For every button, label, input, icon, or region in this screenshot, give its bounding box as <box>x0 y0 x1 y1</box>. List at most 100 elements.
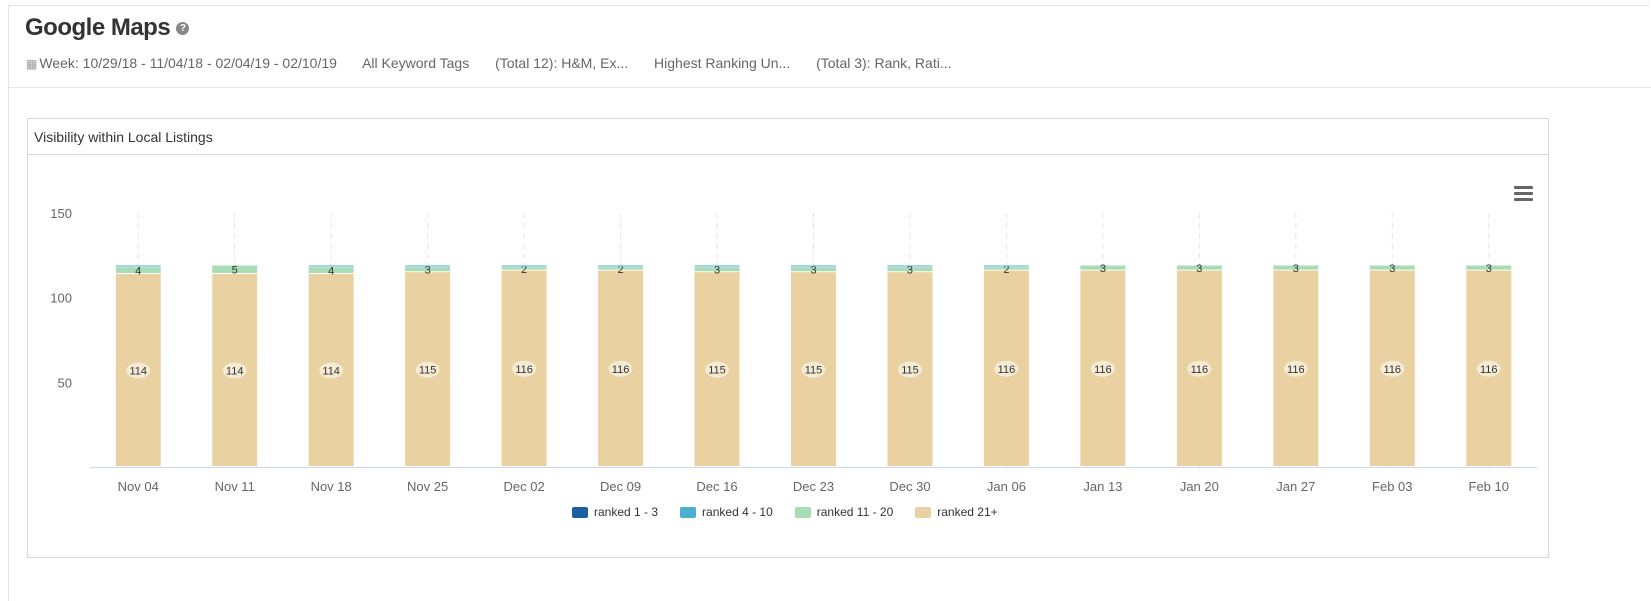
data-label: 116 <box>998 364 1016 376</box>
x-tick-label: Feb 03 <box>1372 479 1412 494</box>
data-label: 3 <box>1196 263 1202 275</box>
divider <box>8 87 1651 88</box>
bar-segment <box>791 265 836 267</box>
data-label: 116 <box>1384 364 1402 376</box>
data-label: 116 <box>1094 364 1112 376</box>
legend-label: ranked 21+ <box>937 505 998 519</box>
x-tick-label: Nov 11 <box>215 479 255 494</box>
data-label: 114 <box>226 365 244 377</box>
data-label: 116 <box>1287 364 1305 376</box>
bar-segment <box>212 265 258 273</box>
x-tick-label: Jan 20 <box>1180 479 1219 494</box>
data-label: 116 <box>1191 364 1209 376</box>
data-label-bg <box>512 360 537 377</box>
x-tick-label: Dec 02 <box>503 479 544 494</box>
x-tick-label: Dec 30 <box>889 479 930 494</box>
bar-segment <box>405 267 451 272</box>
week-filter[interactable]: Week: 10/29/18 - 11/04/18 - 02/04/19 - 0… <box>39 55 337 71</box>
data-label: 3 <box>810 265 816 277</box>
bar-segment <box>405 265 451 267</box>
x-tick-label: Nov 04 <box>118 479 159 494</box>
data-label: 116 <box>515 364 533 376</box>
page-title: Google Maps? <box>25 14 190 42</box>
total-tags-filter[interactable]: (Total 12): H&M, Ex... <box>495 55 629 71</box>
data-label: 4 <box>135 266 141 278</box>
chart-panel: Visibility within Local Listings <box>27 118 1549 558</box>
bar-segment <box>308 265 354 267</box>
total-rank-filter[interactable]: (Total 3): Rank, Rati... <box>816 55 952 71</box>
data-label: 2 <box>521 264 527 276</box>
bar-segment <box>308 267 354 273</box>
bar-segment <box>694 265 740 267</box>
keyword-tags-filter[interactable]: All Keyword Tags <box>362 55 470 71</box>
page-title-text: Google Maps <box>25 14 171 41</box>
bar-segment <box>1080 265 1126 270</box>
legend-item[interactable]: ranked 11 - 20 <box>794 505 894 519</box>
data-label: 3 <box>1389 263 1395 275</box>
legend-swatch <box>915 506 932 518</box>
data-label-bg <box>1380 360 1405 377</box>
data-label-bg <box>126 362 151 379</box>
data-label-bg <box>705 361 730 378</box>
bar-segment <box>1369 265 1415 270</box>
data-label: 3 <box>907 265 913 277</box>
data-label-bg <box>897 361 922 378</box>
question-circle-icon[interactable]: ? <box>176 22 190 36</box>
bar-segment <box>694 267 740 272</box>
legend-swatch <box>794 506 811 518</box>
calendar-icon: ▦ <box>26 57 38 71</box>
legend-swatch <box>572 506 588 518</box>
bar-segment <box>115 265 161 267</box>
data-label: 115 <box>805 365 823 377</box>
data-label: 3 <box>1486 263 1492 275</box>
y-tick-label: 150 <box>50 206 72 221</box>
x-tick-label: Dec 16 <box>696 479 737 494</box>
bar-segment <box>1466 265 1512 270</box>
ranking-filter[interactable]: Highest Ranking Un... <box>654 55 791 71</box>
data-label: 3 <box>714 265 720 277</box>
data-label: 3 <box>1293 263 1299 275</box>
bar-segment <box>983 267 1029 270</box>
data-label: 116 <box>612 364 630 376</box>
page-frame <box>8 5 1649 601</box>
data-label: 115 <box>708 365 726 377</box>
hamburger-menu-icon[interactable] <box>1514 186 1533 204</box>
bar-segment <box>598 267 644 270</box>
legend-item[interactable]: ranked 21+ <box>915 505 998 519</box>
bar-segment <box>983 265 1029 267</box>
x-tick-label: Jan 13 <box>1083 479 1122 494</box>
data-label-bg <box>994 360 1019 377</box>
bar-segment <box>501 265 547 267</box>
data-label: 116 <box>1480 364 1498 376</box>
bar-segment <box>1176 265 1222 270</box>
bar-segment <box>115 267 161 273</box>
data-label: 115 <box>419 365 437 377</box>
data-label: 4 <box>328 266 334 278</box>
y-tick-label: 100 <box>50 291 72 306</box>
data-label: 5 <box>232 265 238 277</box>
data-label-bg <box>319 362 344 379</box>
data-label-bg <box>1476 360 1501 377</box>
bar-segment <box>887 265 933 267</box>
data-label: 115 <box>901 365 919 377</box>
x-tick-label: Nov 25 <box>407 479 448 494</box>
legend-label: ranked 1 - 3 <box>594 505 659 519</box>
bar-segment <box>791 267 836 272</box>
data-label: 3 <box>1100 263 1106 275</box>
legend-swatch <box>680 506 697 518</box>
legend-item[interactable]: ranked 4 - 10 <box>680 505 773 519</box>
legend-label: ranked 11 - 20 <box>816 505 894 519</box>
legend-item[interactable]: ranked 1 - 3 <box>572 505 658 519</box>
data-label: 3 <box>425 265 431 277</box>
x-tick-label: Jan 27 <box>1276 479 1315 494</box>
x-tick-label: Jan 06 <box>987 479 1026 494</box>
bar-segment <box>501 267 547 270</box>
data-label: 114 <box>129 365 147 377</box>
data-label-bg <box>1187 360 1212 377</box>
data-label-bg <box>1283 360 1308 377</box>
panel-title: Visibility within Local Listings <box>28 119 1548 155</box>
bar-segment <box>887 267 933 272</box>
x-tick-label: Nov 18 <box>311 479 352 494</box>
data-label: 2 <box>1003 264 1009 276</box>
y-tick-label: 50 <box>58 375 72 390</box>
